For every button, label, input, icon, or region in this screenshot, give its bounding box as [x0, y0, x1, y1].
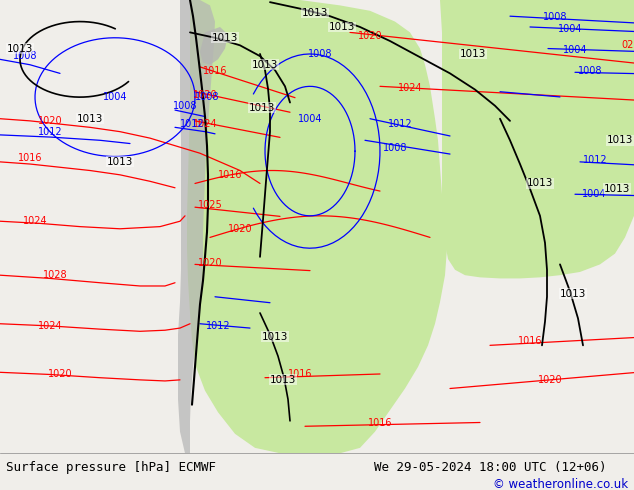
Text: 1024: 1024	[193, 119, 217, 129]
Text: 1024: 1024	[37, 321, 62, 331]
Text: We 29-05-2024 18:00 UTC (12+06): We 29-05-2024 18:00 UTC (12+06)	[374, 462, 607, 474]
Text: 1013: 1013	[607, 135, 633, 146]
Text: 1008: 1008	[195, 92, 219, 102]
Text: 1025: 1025	[198, 200, 223, 210]
Text: 1012: 1012	[387, 119, 412, 129]
Text: 1013: 1013	[252, 60, 278, 70]
Text: Surface pressure [hPa] ECMWF: Surface pressure [hPa] ECMWF	[6, 462, 216, 474]
Text: 1016: 1016	[18, 152, 42, 163]
Text: 1020: 1020	[193, 90, 217, 100]
Text: 1024: 1024	[398, 83, 422, 94]
Text: 1028: 1028	[42, 270, 67, 280]
Text: 1020: 1020	[37, 116, 62, 126]
Polygon shape	[187, 0, 447, 453]
Text: © weatheronline.co.uk: © weatheronline.co.uk	[493, 478, 628, 490]
Text: 1016: 1016	[203, 66, 227, 76]
Text: 1013: 1013	[107, 157, 133, 167]
Text: 1013: 1013	[7, 44, 33, 53]
Text: 02: 02	[621, 40, 634, 50]
Text: 1013: 1013	[249, 103, 275, 113]
Text: 1020: 1020	[538, 375, 562, 385]
Polygon shape	[178, 0, 215, 453]
Polygon shape	[190, 0, 310, 63]
Text: 1004: 1004	[558, 24, 582, 34]
Polygon shape	[200, 27, 228, 65]
Text: 1016: 1016	[288, 369, 313, 379]
Text: 1013: 1013	[302, 8, 328, 18]
Text: 1013: 1013	[460, 49, 486, 59]
Text: 1016: 1016	[518, 336, 542, 346]
Text: 1004: 1004	[563, 45, 587, 55]
Text: 1013: 1013	[604, 184, 630, 194]
Text: 1012: 1012	[37, 126, 62, 137]
Text: 1008: 1008	[13, 51, 37, 61]
Text: 1012: 1012	[205, 321, 230, 331]
Text: 1008: 1008	[578, 66, 602, 76]
Text: 1013: 1013	[329, 22, 355, 32]
Text: 1004: 1004	[582, 189, 606, 199]
Text: 1020: 1020	[198, 258, 223, 269]
Polygon shape	[440, 0, 634, 278]
Text: 1004: 1004	[298, 114, 322, 123]
Text: 1013: 1013	[262, 332, 288, 342]
Text: 1013: 1013	[77, 114, 103, 123]
Text: 1012: 1012	[179, 119, 204, 129]
Text: 1020: 1020	[228, 224, 252, 234]
Text: 1016: 1016	[368, 418, 392, 428]
Text: 1008: 1008	[307, 49, 332, 59]
Text: 1008: 1008	[383, 143, 407, 153]
Text: 1012: 1012	[583, 155, 607, 165]
Text: 1008: 1008	[172, 101, 197, 111]
Text: 1004: 1004	[103, 92, 127, 102]
Text: 1016: 1016	[217, 170, 242, 180]
Text: 1024: 1024	[23, 216, 48, 226]
Text: 1020: 1020	[48, 369, 72, 379]
Text: 1013: 1013	[560, 289, 586, 298]
Text: 1013: 1013	[270, 375, 296, 385]
Text: 1013: 1013	[527, 178, 553, 189]
Text: 1020: 1020	[358, 30, 382, 41]
Text: 1013: 1013	[212, 33, 238, 43]
Text: 1008: 1008	[543, 12, 567, 22]
